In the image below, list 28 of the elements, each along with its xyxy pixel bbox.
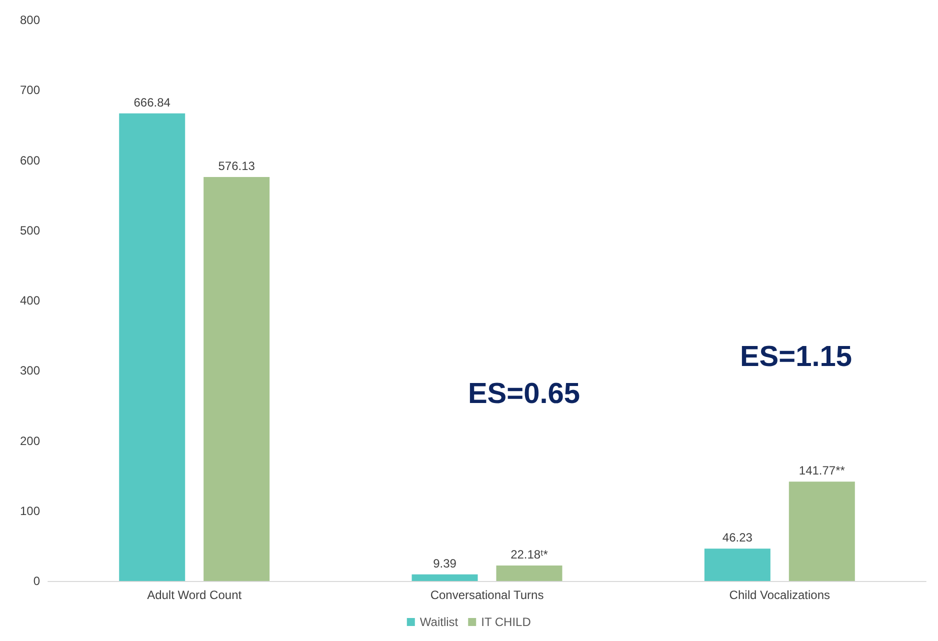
bar: [496, 565, 562, 581]
data-label: 141.77**: [798, 464, 846, 478]
data-label: 46.23: [722, 530, 753, 545]
bar: [119, 113, 186, 581]
y-tick-label: 200: [20, 434, 40, 448]
x-tick-label: Adult Word Count: [147, 588, 242, 602]
y-tick-label: 300: [20, 364, 40, 378]
y-tick-label: 600: [20, 153, 40, 168]
data-label: 576.13: [218, 158, 256, 173]
x-tick-label: Conversational Turns: [430, 588, 544, 602]
annotation: ES=0.65: [468, 378, 580, 410]
y-tick-label: 400: [20, 294, 40, 308]
y-tick-label: 100: [20, 504, 40, 518]
bar: [204, 176, 270, 581]
bar: [788, 482, 855, 581]
annotation: ES=1.15: [740, 341, 852, 373]
legend-label: Waitlist: [420, 615, 459, 629]
bar: [704, 548, 770, 581]
y-tick-label: 0: [33, 574, 40, 588]
legend-label: IT CHILD: [481, 615, 532, 629]
y-tick-label: 700: [20, 83, 40, 98]
data-label: 22.18ᵗ*: [510, 547, 548, 562]
data-label: 666.84: [134, 95, 171, 110]
y-tick-label: 500: [20, 223, 40, 238]
x-tick-label: Child Vocalizations: [729, 588, 830, 602]
bar: [412, 574, 478, 581]
data-label: 9.39: [433, 556, 457, 570]
y-tick-label: 800: [20, 13, 40, 27]
